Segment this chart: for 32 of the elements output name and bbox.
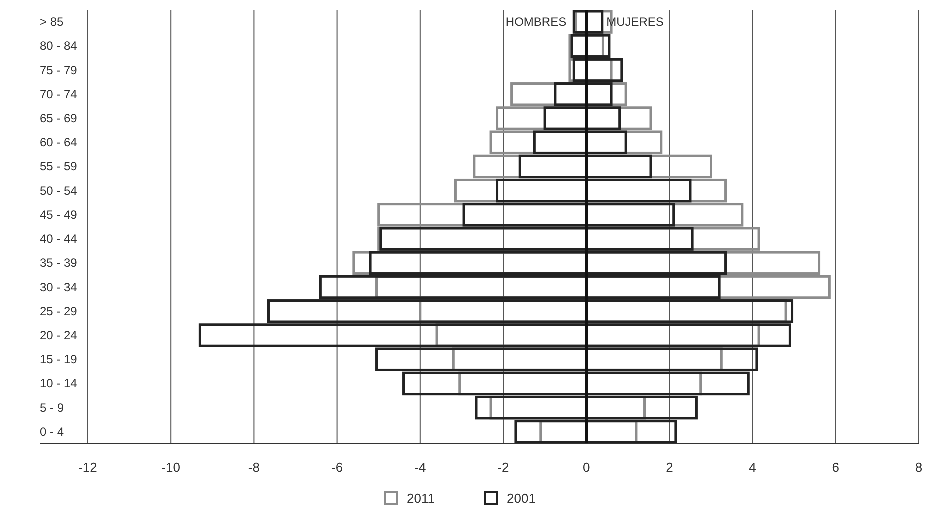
x-tick-label: -6 [332,460,344,475]
x-tick-label: 4 [749,460,756,475]
y-tick-label: 0 - 4 [40,424,64,439]
y-tick-label: 5 - 9 [40,400,64,415]
y-tick-label: 40 - 44 [40,232,78,246]
y-tick-label: 70 - 74 [40,87,78,102]
y-tick-label: 50 - 54 [40,184,78,198]
y-tick-label: 10 - 14 [40,376,78,391]
x-tick-label: 2 [666,460,674,475]
y-tick-label: 75 - 79 [40,63,78,78]
y-tick-label: 30 - 34 [40,280,78,294]
y-tick-label: 25 - 29 [40,304,78,318]
y-tick-label: 45 - 49 [40,208,78,222]
x-tick-label: 8 [915,460,923,475]
y-tick-label: 80 - 84 [40,39,78,54]
x-tick-label: 6 [832,460,840,475]
x-tick-label: 0 [582,460,590,475]
y-tick-label: 20 - 24 [40,328,78,342]
annotation: HOMBRES [506,15,567,29]
legend-label: 2001 [507,491,536,506]
x-tick-label: -8 [248,460,260,475]
legend-label: 2011 [407,491,435,506]
y-tick-label: > 85 [40,15,64,30]
x-tick-label: -10 [162,460,180,475]
y-tick-label: 55 - 59 [40,160,78,174]
y-tick-label: 15 - 19 [40,352,78,367]
y-tick-label: 60 - 64 [40,136,78,150]
x-tick-label: -2 [498,460,510,475]
y-tick-label: 65 - 69 [40,112,78,126]
x-tick-label: -12 [78,460,98,475]
x-tick-label: -4 [414,460,426,475]
y-tick-label: 35 - 39 [40,256,78,270]
